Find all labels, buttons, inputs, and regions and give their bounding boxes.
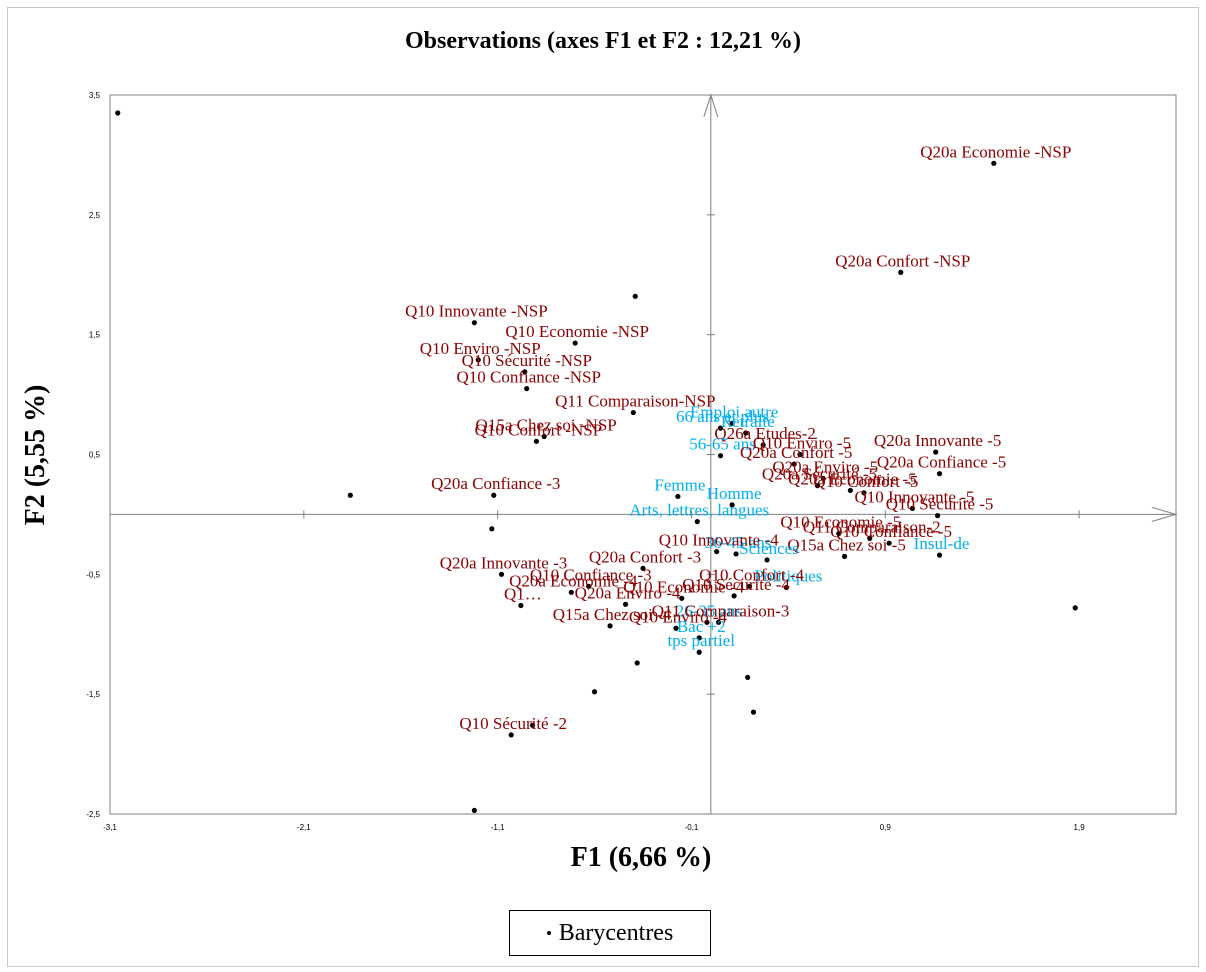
point-label: Q10 Confiance -NSP (456, 368, 600, 387)
x-tick-label: 0,9 (880, 823, 892, 832)
x-axis-title: F1 (6,66 %) (0, 842, 1206, 874)
point-label: Insul-de (914, 534, 970, 553)
legend-label: Barycentres (559, 920, 674, 947)
y-tick-label: 3,5 (89, 91, 101, 100)
point-label: Q20a Confiance -3 (431, 474, 560, 493)
point-label: Q20a Confort -NSP (835, 251, 970, 270)
y-tick-label: 2,5 (89, 211, 101, 220)
point-label: Q20a Confort -3 (589, 547, 701, 566)
point-label: Q10 Sécurité -5 (886, 495, 994, 514)
point-label: Q10 Confort -NSP (475, 420, 603, 439)
data-point (489, 526, 494, 531)
data-point (733, 551, 738, 556)
x-tick-label: -1,1 (491, 823, 505, 832)
point-label: Q1… (504, 584, 542, 603)
data-point (499, 572, 504, 577)
point-label: Q10 Innovante -NSP (405, 302, 548, 321)
plot-area (110, 95, 1176, 814)
data-point (898, 270, 903, 275)
data-point (991, 161, 996, 166)
data-point (675, 494, 680, 499)
y-tick-label: -1,5 (86, 690, 100, 699)
data-point (718, 453, 723, 458)
data-point (764, 557, 769, 562)
point-label: Q20a Enviro -4 (575, 583, 681, 602)
x-tick-label: -2,1 (297, 823, 311, 832)
data-point (697, 650, 702, 655)
data-point (751, 710, 756, 715)
x-tick-label: -0,1 (685, 823, 699, 832)
data-point (842, 554, 847, 559)
data-point (937, 471, 942, 476)
data-point (472, 808, 477, 813)
data-point (937, 553, 942, 558)
data-point (1073, 605, 1078, 610)
data-point (569, 590, 574, 595)
data-point (695, 519, 700, 524)
data-point (745, 675, 750, 680)
point-label: tps partiel (667, 631, 735, 650)
data-point (115, 110, 120, 115)
data-point (592, 689, 597, 694)
y-tick-label: -0,5 (86, 570, 100, 579)
point-label: Q10 Sécurité -2 (459, 714, 567, 733)
data-point (633, 294, 638, 299)
data-point (534, 439, 539, 444)
point-label: Q20a Economie -NSP (920, 142, 1071, 161)
x-tick-label: -3,1 (103, 823, 117, 832)
legend-marker-icon (547, 931, 551, 935)
point-label: Femme (654, 475, 705, 494)
data-point (573, 340, 578, 345)
data-point (631, 410, 636, 415)
point-label: Q20a Innovante -5 (874, 431, 1001, 450)
data-point (509, 732, 514, 737)
y-tick-label: 0,5 (89, 451, 101, 460)
y-axis-title: F2 (5,55 %) (20, 385, 52, 526)
data-point (348, 493, 353, 498)
point-label: Q15a Chez soi -5 (787, 535, 906, 554)
x-tick-label: 1,9 (1074, 823, 1086, 832)
data-point (524, 386, 529, 391)
data-point (472, 320, 477, 325)
data-point (714, 549, 719, 554)
data-point (518, 603, 523, 608)
point-label: Arts, lettres, langues (629, 501, 769, 520)
data-point (607, 623, 612, 628)
y-tick-label: -2,5 (86, 810, 100, 819)
legend: Barycentres (509, 910, 711, 956)
y-tick-label: 1,5 (89, 331, 101, 340)
data-point (635, 660, 640, 665)
data-point (491, 493, 496, 498)
